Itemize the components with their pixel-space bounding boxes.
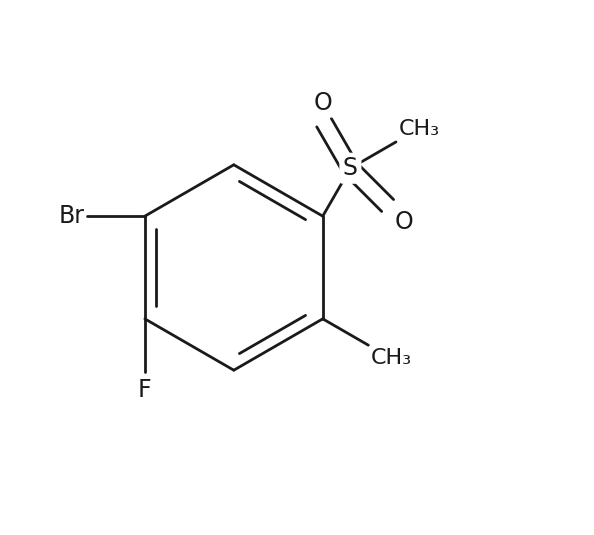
- Text: CH₃: CH₃: [399, 119, 440, 139]
- Text: F: F: [138, 378, 151, 402]
- Text: Br: Br: [58, 204, 84, 228]
- Text: O: O: [314, 91, 332, 115]
- Text: O: O: [395, 210, 413, 234]
- Text: S: S: [343, 156, 358, 180]
- Text: CH₃: CH₃: [371, 348, 412, 368]
